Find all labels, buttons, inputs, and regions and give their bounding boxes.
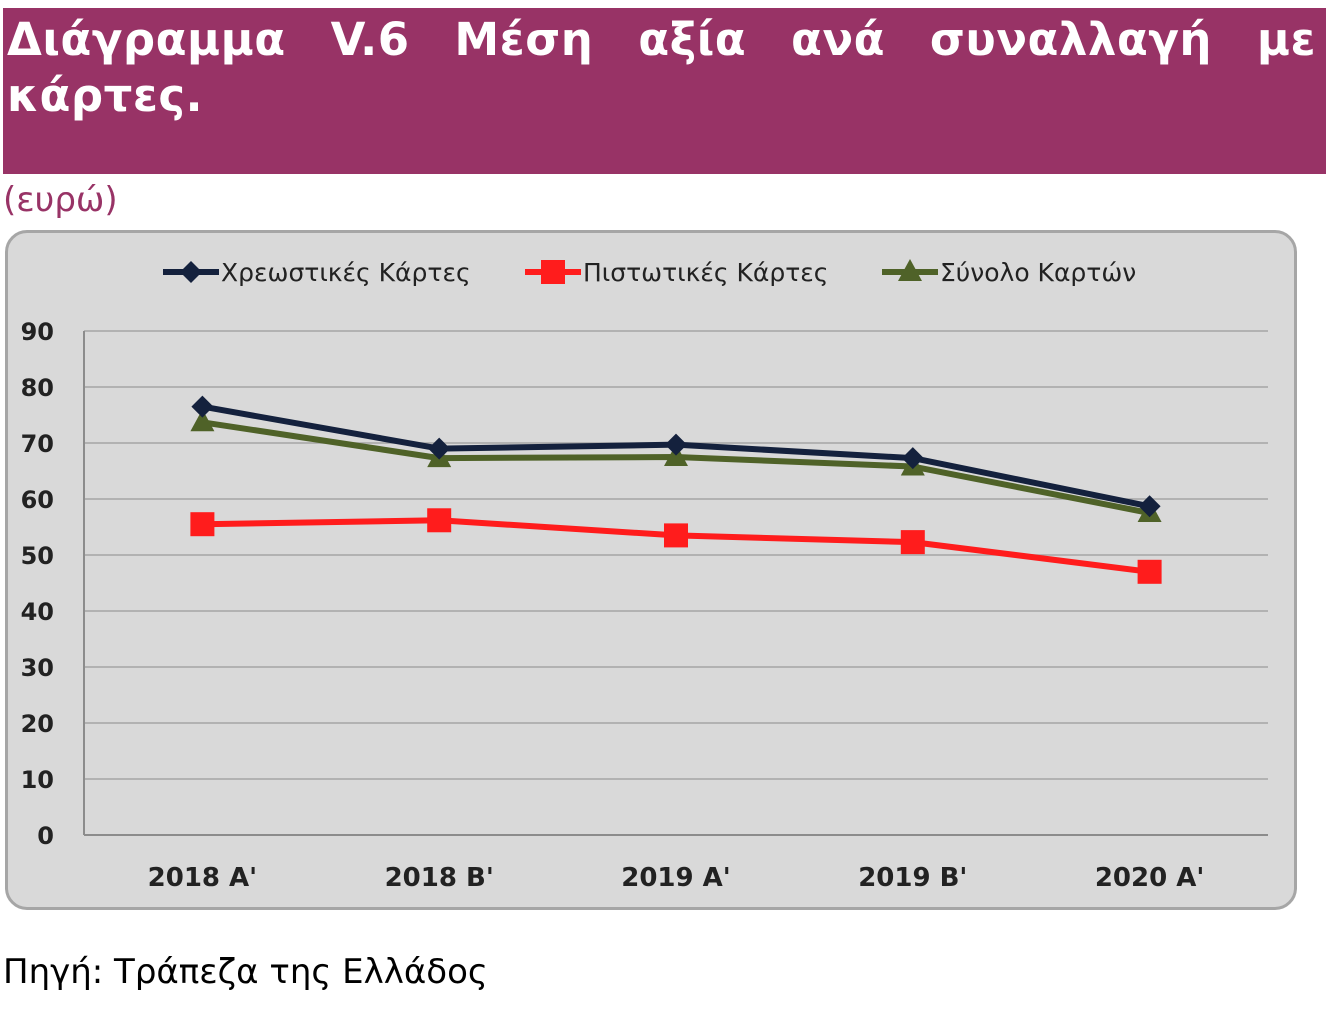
data-point-square — [664, 523, 688, 548]
chart-panel — [5, 230, 1297, 910]
legend-marker — [180, 261, 202, 283]
source-note: Πηγή: Τράπεζα της Ελλάδος — [3, 952, 488, 992]
x-tick-label: 2019 A' — [621, 863, 731, 893]
x-tick-label: 2018 A' — [148, 863, 258, 893]
y-tick-label: 60 — [21, 486, 54, 514]
legend-label: Σύνολο Καρτών — [940, 258, 1136, 287]
x-tick-label: 2020 A' — [1095, 863, 1205, 893]
x-tick-label: 2018 B' — [385, 863, 494, 893]
data-point-diamond — [665, 433, 687, 456]
y-tick-label: 70 — [21, 430, 54, 458]
y-tick-label: 30 — [21, 654, 54, 682]
title-banner: Διάγραμμα V.6 Μέση αξία ανά συναλλαγή με… — [3, 8, 1326, 174]
y-tick-label: 0 — [37, 822, 54, 850]
y-tick-label: 90 — [21, 318, 54, 346]
data-point-diamond — [191, 395, 214, 418]
data-point-diamond — [1138, 495, 1161, 518]
legend-label: Πιστωτικές Κάρτες — [583, 258, 828, 287]
x-tick-label: 2019 B' — [858, 863, 967, 893]
y-tick-label: 50 — [21, 542, 54, 570]
data-point-diamond — [428, 437, 451, 460]
y-tick-label: 20 — [21, 710, 54, 738]
data-point-triangle — [190, 409, 215, 432]
y-tick-label: 10 — [21, 766, 54, 794]
y-tick-label: 80 — [21, 374, 54, 402]
legend-marker — [898, 259, 922, 281]
legend-label: Χρεωστικές Κάρτες — [221, 258, 471, 287]
data-point-diamond — [901, 447, 924, 470]
y-tick-label: 40 — [21, 598, 54, 626]
data-point-square — [190, 512, 215, 537]
legend-marker — [541, 260, 565, 284]
data-point-square — [427, 508, 452, 533]
page-title: Διάγραμμα V.6 Μέση αξία ανά συναλλαγή με… — [7, 13, 1316, 122]
data-point-square — [900, 530, 925, 555]
unit-label: (ευρώ) — [3, 180, 118, 220]
data-point-square — [1137, 559, 1162, 584]
